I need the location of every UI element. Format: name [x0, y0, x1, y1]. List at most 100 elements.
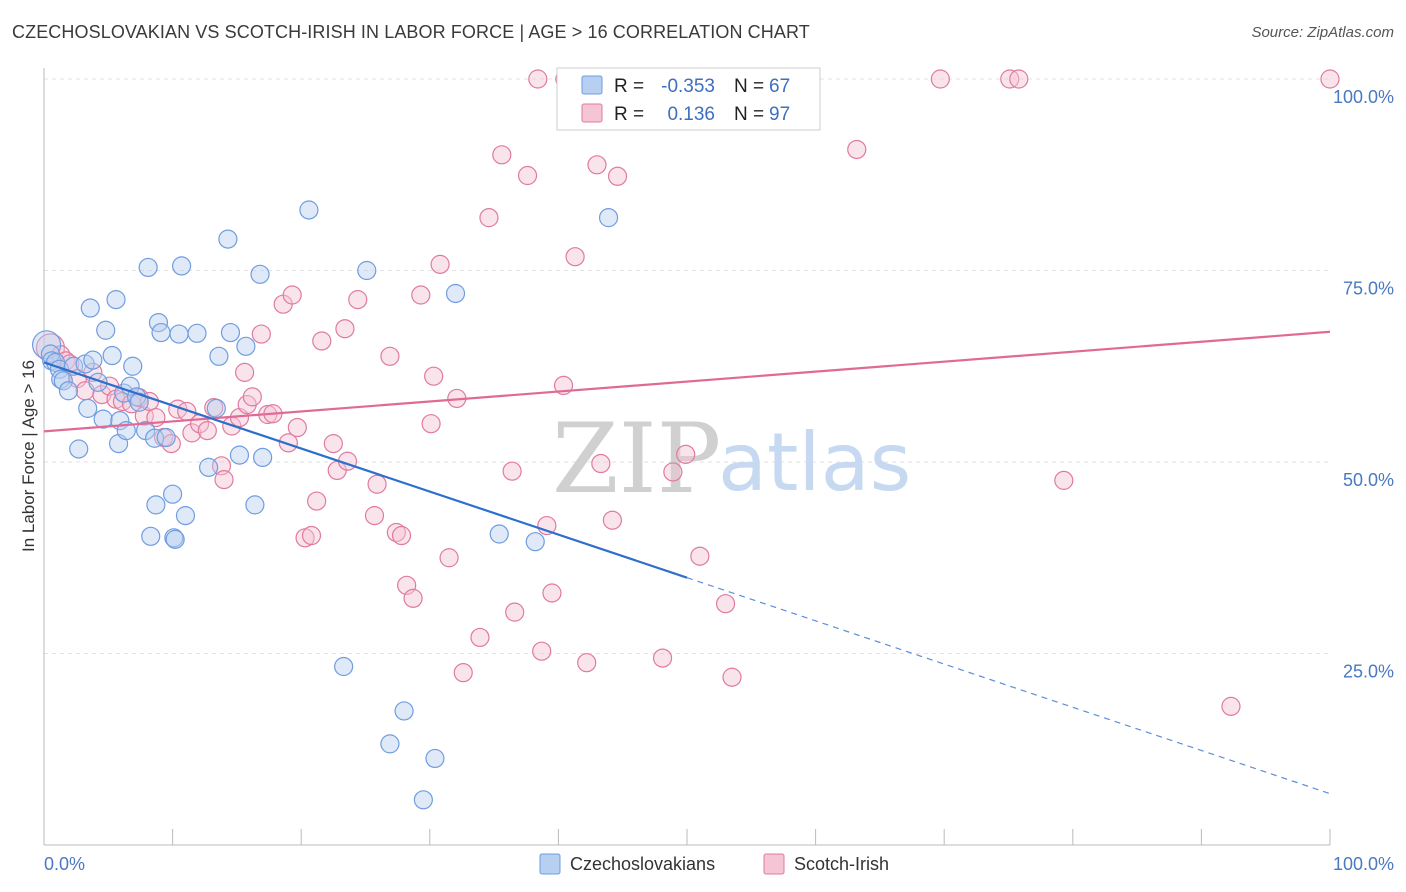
- scatter-point: [175, 506, 196, 526]
- scatter-point: [528, 69, 548, 89]
- source-label: Source: ZipAtlas.com: [1251, 24, 1394, 41]
- chart-title: CZECHOSLOVAKIAN VS SCOTCH-IRISH IN LABOR…: [12, 22, 810, 42]
- scatter-point: [299, 200, 319, 220]
- x-tick-label-min: 0.0%: [44, 854, 85, 874]
- scatter-point: [146, 495, 166, 515]
- scatter-point: [425, 748, 445, 769]
- series-scotch-irish-points: [35, 69, 1340, 716]
- stats-legend-r-value-1: -0.353: [661, 76, 715, 97]
- scatter-point: [236, 336, 256, 356]
- stats-legend-n-value-2: 97: [769, 104, 790, 125]
- scatter-point: [542, 583, 562, 603]
- scatter-point: [517, 165, 538, 186]
- scatter-point: [187, 323, 207, 343]
- scatter-point: [607, 166, 628, 186]
- stats-legend-swatch-scotch-irish: [581, 103, 603, 123]
- scatter-point: [502, 461, 522, 481]
- scatter-point: [80, 298, 100, 318]
- scatter-point: [847, 139, 867, 160]
- scatter-point: [172, 256, 192, 276]
- scatter-point: [209, 346, 229, 366]
- scatter-point: [96, 320, 116, 340]
- scatter-point: [1009, 69, 1029, 89]
- scatter-point: [35, 333, 66, 363]
- scatter-point: [380, 346, 400, 366]
- scatter-point: [83, 350, 103, 370]
- scatter-point: [151, 322, 171, 343]
- scatter-point: [403, 588, 423, 608]
- scatter-point: [492, 145, 512, 165]
- scatter-point: [565, 247, 585, 267]
- scatter-point: [165, 529, 185, 549]
- scatter-point: [93, 409, 113, 429]
- scatter-point: [69, 439, 89, 459]
- watermark: ZIP atlas: [552, 403, 911, 515]
- scatter-point: [334, 656, 354, 677]
- scatter-point: [525, 532, 545, 552]
- scatter-point: [307, 491, 327, 511]
- scatter-point: [199, 457, 219, 477]
- scatter-point: [312, 331, 332, 351]
- scatter-point: [218, 229, 238, 249]
- scatter-point: [663, 462, 683, 482]
- scatter-point: [357, 260, 377, 281]
- y-tick-label: 100.0%: [1333, 87, 1394, 107]
- x-axis-ticks: [43, 829, 1331, 845]
- scatter-point: [123, 356, 143, 376]
- scatter-point: [424, 366, 444, 386]
- stats-legend-r-label-2: R =: [614, 104, 644, 125]
- y-tick-label: 50.0%: [1343, 470, 1394, 490]
- scatter-point: [367, 474, 387, 494]
- scatter-point: [245, 495, 265, 515]
- scatter-point: [394, 701, 414, 721]
- scatter-point: [164, 528, 184, 548]
- scatter-point: [206, 398, 226, 418]
- scatter-point: [439, 548, 459, 568]
- scatter-point: [235, 362, 255, 382]
- legend-label-scotch-irish: Scotch-Irish: [794, 854, 889, 874]
- trend-line-czechoslovakians-extrapolated: [686, 577, 1331, 795]
- y-axis-title: In Labor Force | Age > 16: [19, 360, 38, 552]
- scatter-point: [49, 359, 70, 379]
- scatter-point: [411, 285, 431, 305]
- scatter-point: [278, 433, 298, 453]
- scatter-point: [413, 790, 433, 810]
- scatter-point: [106, 290, 126, 310]
- scatter-point: [421, 414, 441, 434]
- scatter-point: [1221, 696, 1241, 716]
- scatter-point: [591, 453, 611, 474]
- scatter-point: [587, 155, 607, 175]
- scatter-point: [391, 525, 412, 546]
- scatter-point: [715, 594, 736, 614]
- y-tick-labels: 25.0% 50.0% 75.0% 100.0%: [1333, 87, 1394, 682]
- scatter-point: [197, 420, 217, 441]
- scatter-point: [445, 283, 466, 304]
- stats-legend-swatch-czechoslovakians: [581, 75, 603, 95]
- scatter-point: [169, 324, 189, 344]
- stats-legend-n-label-1: N =: [734, 76, 764, 97]
- scatter-point: [53, 371, 73, 391]
- x-tick-label-max: 100.0%: [1333, 854, 1394, 874]
- scatter-point: [532, 641, 552, 661]
- scatter-point: [453, 663, 473, 683]
- stats-legend-n-label-2: N =: [734, 104, 764, 125]
- y-tick-label: 25.0%: [1343, 662, 1394, 682]
- scatter-point: [214, 470, 234, 490]
- trend-lines: [43, 330, 1331, 795]
- scatter-point: [251, 324, 271, 344]
- scatter-point: [348, 290, 368, 310]
- scatter-point: [287, 417, 307, 438]
- stats-legend-r-label-1: R =: [614, 76, 644, 97]
- scatter-point: [282, 285, 302, 305]
- scatter-point: [163, 484, 183, 504]
- scatter-point: [141, 526, 161, 546]
- scatter-point: [430, 254, 450, 274]
- scatter-point: [253, 447, 273, 468]
- stats-legend: R = -0.353 N = 67 R = 0.136 N = 97: [556, 67, 821, 131]
- scatter-point: [489, 524, 509, 544]
- watermark-zip: ZIP: [552, 403, 721, 515]
- trend-line-czechoslovakians: [43, 361, 688, 579]
- scatter-point: [577, 653, 597, 673]
- scatter-point: [1054, 470, 1074, 490]
- scatter-point: [323, 434, 343, 454]
